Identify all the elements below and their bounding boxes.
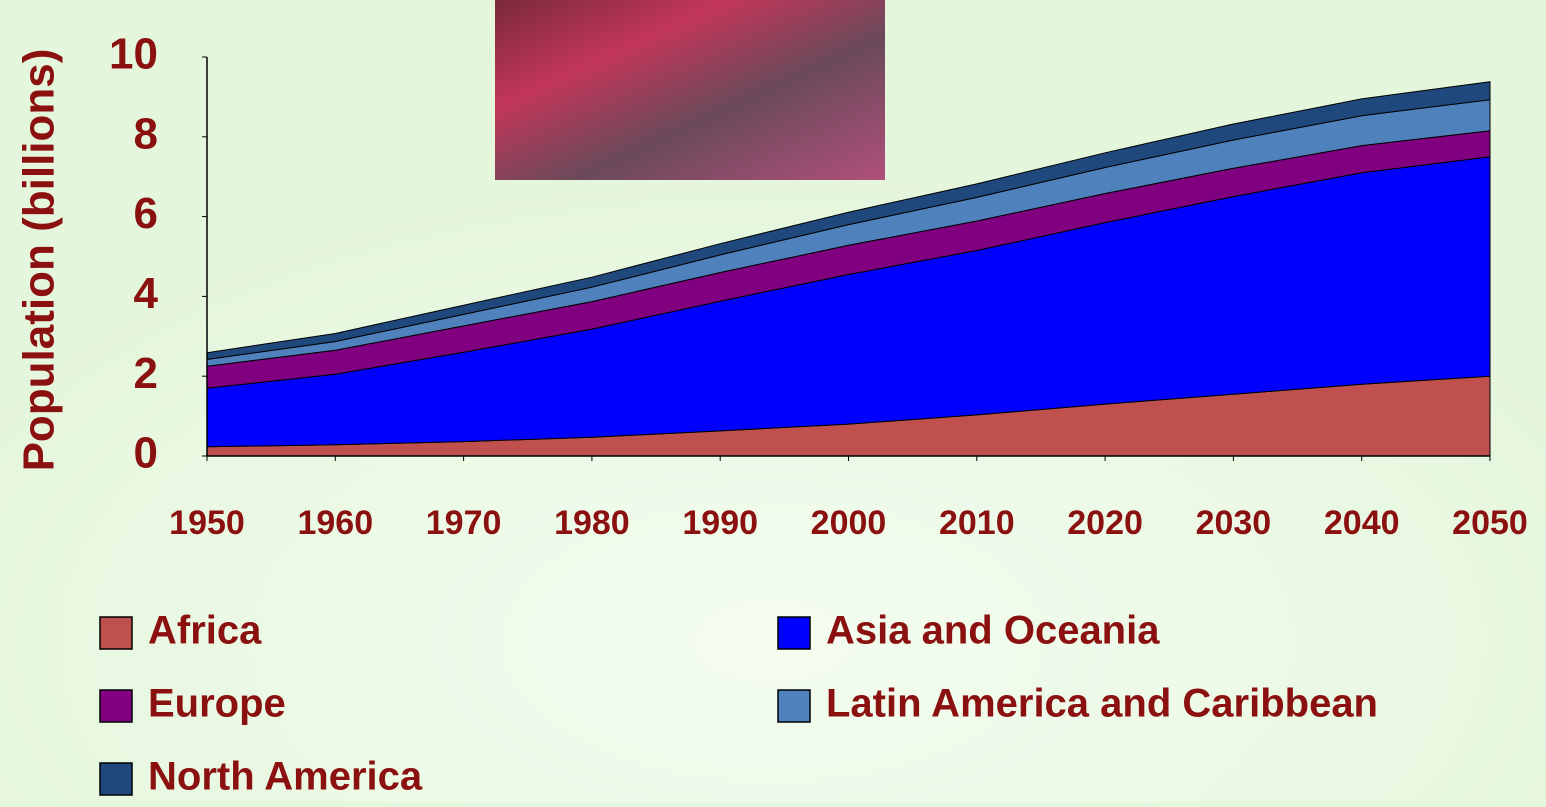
- x-tick-label: 1950: [169, 504, 245, 542]
- y-tick-label: 2: [134, 349, 158, 398]
- x-tick-label: 2000: [811, 504, 887, 542]
- legend-label: Latin America and Caribbean: [826, 682, 1378, 726]
- x-tick-label: 1960: [297, 504, 373, 542]
- y-axis-label: Population (billions): [15, 49, 64, 472]
- legend-label: North America: [148, 755, 423, 799]
- x-tick-label: 2050: [1452, 504, 1528, 542]
- y-tick-label: 8: [134, 109, 158, 158]
- y-tick-label: 10: [109, 30, 158, 79]
- x-tick-label: 2020: [1067, 504, 1143, 542]
- legend-swatch: [99, 762, 133, 796]
- y-tick-label: 6: [134, 189, 158, 238]
- legend-swatch: [777, 689, 811, 723]
- area: [206, 81, 1491, 360]
- y-tick-label: 0: [134, 429, 158, 478]
- legend-label: Europe: [148, 682, 286, 726]
- legend-label: Africa: [148, 609, 262, 653]
- x-tick-label: 1980: [554, 504, 630, 542]
- x-tick-label: 1990: [682, 504, 758, 542]
- crowd-photo: [495, 0, 885, 180]
- y-tick-label: 4: [134, 269, 159, 318]
- x-tick-label: 2040: [1324, 504, 1400, 542]
- legend-swatch: [777, 616, 811, 650]
- x-tick-label: 2010: [939, 504, 1015, 542]
- legend-label: Asia and Oceania: [826, 609, 1160, 653]
- legend-swatch: [99, 616, 133, 650]
- legend-swatch: [99, 689, 133, 723]
- x-tick-label: 2030: [1196, 504, 1272, 542]
- x-tick-label: 1970: [426, 504, 502, 542]
